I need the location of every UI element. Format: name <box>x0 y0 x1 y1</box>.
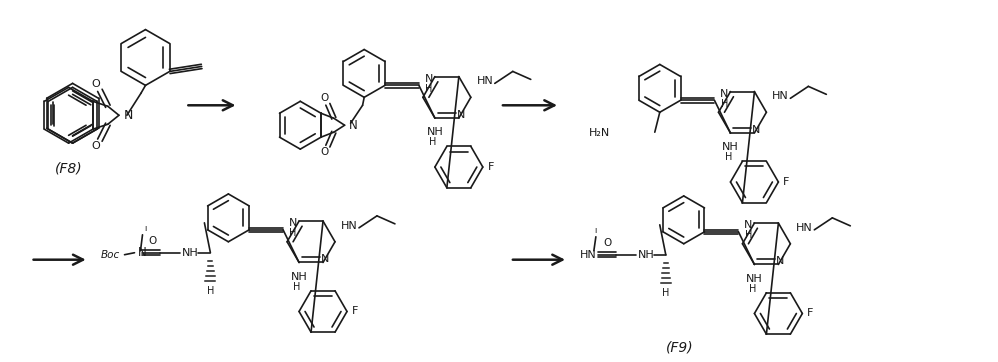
Text: N: N <box>124 109 134 122</box>
Text: O: O <box>604 238 612 248</box>
Text: H: H <box>293 282 300 292</box>
Text: F: F <box>807 308 813 319</box>
Text: H₂N: H₂N <box>589 128 611 138</box>
Text: N: N <box>288 218 297 228</box>
Text: F: F <box>488 162 494 172</box>
Text: HN: HN <box>476 76 493 87</box>
Text: HN: HN <box>340 221 357 231</box>
Text: NH: NH <box>638 250 654 260</box>
Text: ı: ı <box>595 226 597 235</box>
Text: O: O <box>92 141 100 151</box>
Text: N: N <box>138 246 147 259</box>
Text: H: H <box>429 137 436 147</box>
Text: N: N <box>348 119 357 132</box>
Text: N: N <box>320 254 329 265</box>
Text: NH: NH <box>723 142 739 152</box>
Text: HN: HN <box>772 91 788 101</box>
Text: H: H <box>721 98 729 109</box>
Text: F: F <box>352 307 358 316</box>
Text: N: N <box>776 256 784 266</box>
Text: NH: NH <box>426 127 443 137</box>
Text: NH: NH <box>182 248 199 258</box>
Text: O: O <box>320 93 329 103</box>
Text: H: H <box>662 287 670 298</box>
Text: N: N <box>752 125 760 135</box>
Text: Boc: Boc <box>101 250 120 260</box>
Text: H: H <box>425 84 432 93</box>
Text: H: H <box>289 228 296 238</box>
Text: (F9): (F9) <box>666 340 694 354</box>
Text: O: O <box>92 79 100 89</box>
Text: H: H <box>725 152 733 162</box>
Text: H: H <box>748 283 756 294</box>
Text: (F8): (F8) <box>55 161 83 175</box>
Text: ı: ı <box>145 224 147 233</box>
Text: F: F <box>783 177 789 187</box>
Text: HN: HN <box>796 223 812 233</box>
Text: NH: NH <box>290 272 307 282</box>
Text: N: N <box>745 220 752 230</box>
Text: HN: HN <box>580 250 597 260</box>
Text: O: O <box>149 236 157 246</box>
Text: H: H <box>745 230 752 240</box>
Text: H: H <box>207 286 215 296</box>
Text: O: O <box>320 147 329 157</box>
Text: N: N <box>425 73 433 84</box>
Text: NH: NH <box>747 274 762 283</box>
Text: N: N <box>721 89 729 98</box>
Text: N: N <box>457 110 465 120</box>
